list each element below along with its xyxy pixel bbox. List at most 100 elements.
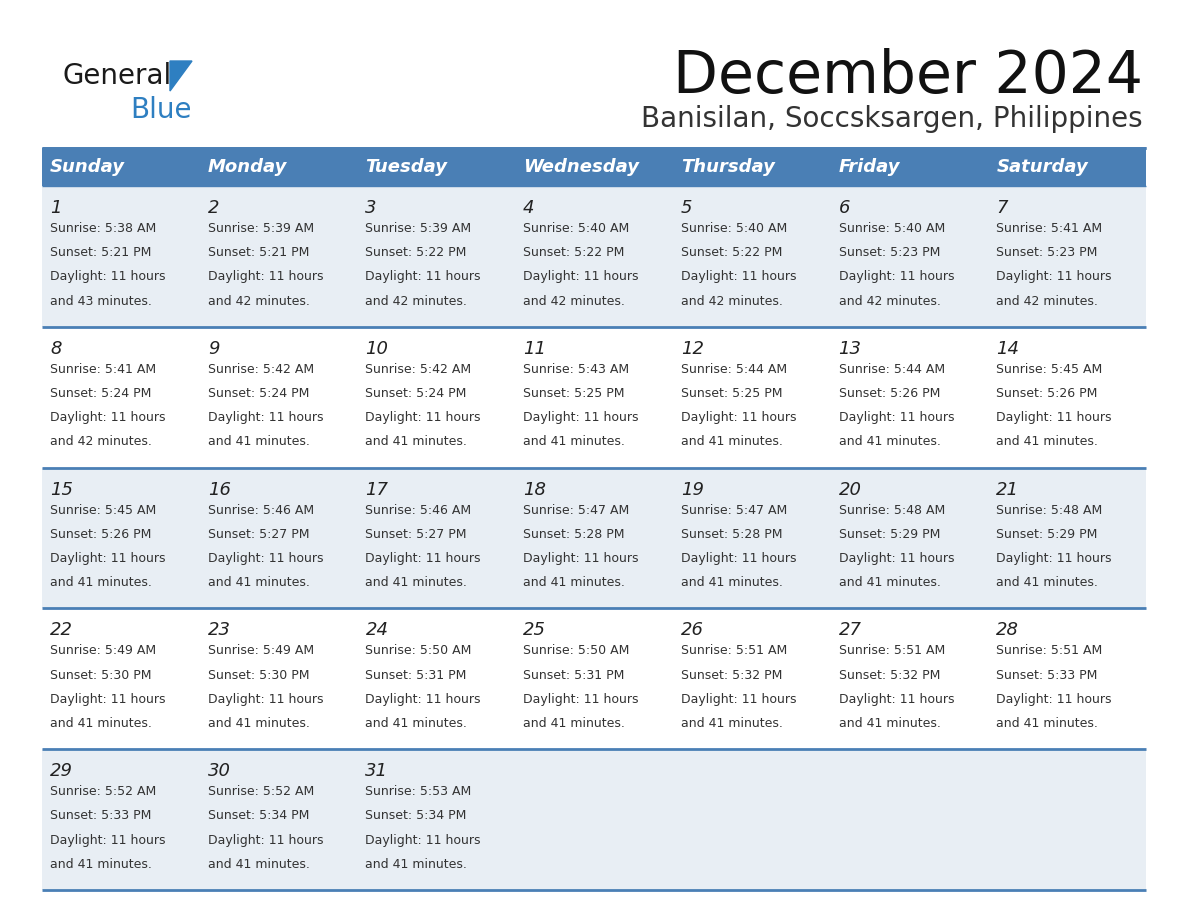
Text: and 43 minutes.: and 43 minutes. [50,295,152,308]
Text: Sunset: 5:21 PM: Sunset: 5:21 PM [50,246,151,259]
Text: Daylight: 11 hours: Daylight: 11 hours [997,693,1112,706]
Text: Sunset: 5:22 PM: Sunset: 5:22 PM [681,246,782,259]
Text: 6: 6 [839,199,851,217]
Text: Sunset: 5:34 PM: Sunset: 5:34 PM [366,810,467,823]
Text: Sunrise: 5:48 AM: Sunrise: 5:48 AM [839,504,944,517]
Text: Sunrise: 5:39 AM: Sunrise: 5:39 AM [208,222,314,235]
Text: 24: 24 [366,621,388,640]
Text: Daylight: 11 hours: Daylight: 11 hours [523,271,639,284]
Bar [516,148,672,186]
Text: Sunrise: 5:49 AM: Sunrise: 5:49 AM [50,644,156,657]
Text: 28: 28 [997,621,1019,640]
Bar [42,327,1146,467]
Text: Sunrise: 5:47 AM: Sunrise: 5:47 AM [681,504,788,517]
Text: Sunset: 5:25 PM: Sunset: 5:25 PM [681,387,783,400]
Text: Sunrise: 5:40 AM: Sunrise: 5:40 AM [839,222,944,235]
Text: Sunrise: 5:51 AM: Sunrise: 5:51 AM [681,644,788,657]
Text: Daylight: 11 hours: Daylight: 11 hours [50,552,165,565]
Text: 12: 12 [681,340,703,358]
Bar [42,148,200,186]
Text: 23: 23 [208,621,230,640]
Text: and 41 minutes.: and 41 minutes. [839,577,941,589]
Text: and 41 minutes.: and 41 minutes. [523,435,625,448]
Text: Daylight: 11 hours: Daylight: 11 hours [523,552,639,565]
Text: 9: 9 [208,340,220,358]
Bar [830,148,988,186]
Text: and 41 minutes.: and 41 minutes. [50,577,152,589]
Text: Sunrise: 5:41 AM: Sunrise: 5:41 AM [997,222,1102,235]
Text: Sunrise: 5:40 AM: Sunrise: 5:40 AM [681,222,788,235]
Text: Daylight: 11 hours: Daylight: 11 hours [523,411,639,424]
Text: Daylight: 11 hours: Daylight: 11 hours [523,693,639,706]
Text: Daylight: 11 hours: Daylight: 11 hours [997,411,1112,424]
Text: 13: 13 [839,340,861,358]
Text: 15: 15 [50,481,72,498]
Text: Sunset: 5:31 PM: Sunset: 5:31 PM [523,668,625,681]
Text: Daylight: 11 hours: Daylight: 11 hours [208,271,323,284]
Text: Daylight: 11 hours: Daylight: 11 hours [50,693,165,706]
Text: Sunrise: 5:52 AM: Sunrise: 5:52 AM [50,785,157,798]
Text: 11: 11 [523,340,546,358]
Bar [672,148,830,186]
Text: and 41 minutes.: and 41 minutes. [523,717,625,730]
Text: Sunset: 5:26 PM: Sunset: 5:26 PM [50,528,151,541]
Text: Sunset: 5:23 PM: Sunset: 5:23 PM [997,246,1098,259]
Text: and 41 minutes.: and 41 minutes. [681,435,783,448]
Bar [358,148,516,186]
Text: Sunset: 5:25 PM: Sunset: 5:25 PM [523,387,625,400]
Text: Sunrise: 5:41 AM: Sunrise: 5:41 AM [50,363,156,375]
Text: Sunrise: 5:50 AM: Sunrise: 5:50 AM [366,644,472,657]
Text: Sunset: 5:24 PM: Sunset: 5:24 PM [50,387,151,400]
Text: 17: 17 [366,481,388,498]
Text: Sunrise: 5:50 AM: Sunrise: 5:50 AM [523,644,630,657]
Text: Daylight: 11 hours: Daylight: 11 hours [208,834,323,846]
Bar [42,609,1146,749]
Text: and 41 minutes.: and 41 minutes. [997,577,1098,589]
Bar [42,467,1146,609]
Text: 2: 2 [208,199,220,217]
Text: Sunset: 5:24 PM: Sunset: 5:24 PM [208,387,309,400]
Text: Sunset: 5:29 PM: Sunset: 5:29 PM [997,528,1098,541]
Text: 31: 31 [366,762,388,780]
Text: Sunset: 5:30 PM: Sunset: 5:30 PM [50,668,152,681]
Text: 4: 4 [523,199,535,217]
Text: Daylight: 11 hours: Daylight: 11 hours [997,552,1112,565]
Text: Daylight: 11 hours: Daylight: 11 hours [366,552,481,565]
Text: and 41 minutes.: and 41 minutes. [50,857,152,871]
Text: #1a1a1a: #1a1a1a [62,79,69,80]
Text: 18: 18 [523,481,546,498]
Polygon shape [170,61,192,91]
Text: Sunrise: 5:51 AM: Sunrise: 5:51 AM [839,644,944,657]
Text: Thursday: Thursday [681,158,775,176]
Text: Sunrise: 5:48 AM: Sunrise: 5:48 AM [997,504,1102,517]
Text: Sunrise: 5:46 AM: Sunrise: 5:46 AM [208,504,314,517]
Text: 26: 26 [681,621,703,640]
Text: Sunset: 5:33 PM: Sunset: 5:33 PM [997,668,1098,681]
Text: 3: 3 [366,199,377,217]
Text: and 41 minutes.: and 41 minutes. [681,577,783,589]
Text: Sunset: 5:22 PM: Sunset: 5:22 PM [523,246,625,259]
Text: Daylight: 11 hours: Daylight: 11 hours [366,834,481,846]
Text: Sunrise: 5:38 AM: Sunrise: 5:38 AM [50,222,157,235]
Text: Monday: Monday [208,158,287,176]
Text: 30: 30 [208,762,230,780]
Text: and 41 minutes.: and 41 minutes. [208,857,310,871]
Text: and 41 minutes.: and 41 minutes. [839,435,941,448]
Text: 25: 25 [523,621,546,640]
Text: Sunset: 5:32 PM: Sunset: 5:32 PM [681,668,782,681]
Text: and 41 minutes.: and 41 minutes. [681,717,783,730]
Text: Sunset: 5:22 PM: Sunset: 5:22 PM [366,246,467,259]
Text: and 42 minutes.: and 42 minutes. [523,295,625,308]
Text: Sunset: 5:27 PM: Sunset: 5:27 PM [208,528,309,541]
Text: Daylight: 11 hours: Daylight: 11 hours [997,271,1112,284]
Text: 14: 14 [997,340,1019,358]
Text: and 41 minutes.: and 41 minutes. [208,577,310,589]
Text: General: General [62,62,171,90]
Text: 21: 21 [997,481,1019,498]
Text: Sunrise: 5:45 AM: Sunrise: 5:45 AM [50,504,157,517]
Text: and 41 minutes.: and 41 minutes. [997,435,1098,448]
Text: Daylight: 11 hours: Daylight: 11 hours [839,271,954,284]
Text: Sunset: 5:28 PM: Sunset: 5:28 PM [681,528,783,541]
Text: Daylight: 11 hours: Daylight: 11 hours [839,411,954,424]
Text: Sunset: 5:24 PM: Sunset: 5:24 PM [366,387,467,400]
